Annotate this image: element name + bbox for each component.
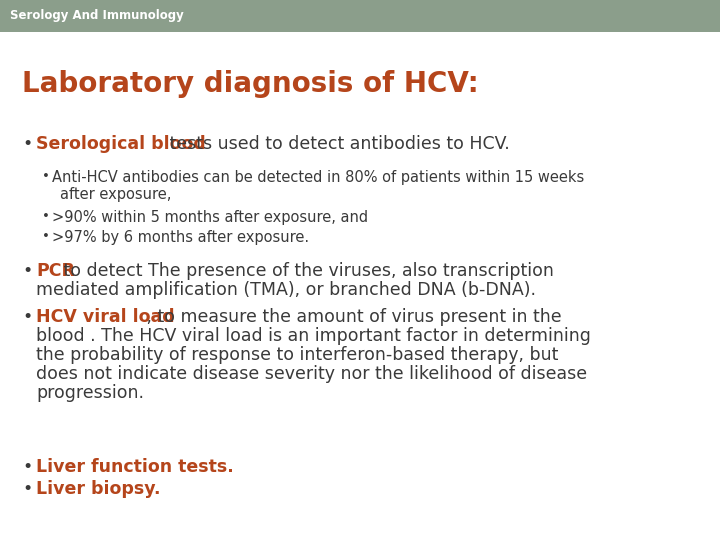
Text: •: • <box>22 308 32 326</box>
Text: •: • <box>42 230 50 243</box>
Text: HCV viral load: HCV viral load <box>36 308 175 326</box>
Text: mediated amplification (TMA), or branched DNA (b-DNA).: mediated amplification (TMA), or branche… <box>36 281 536 299</box>
Text: >90% within 5 months after exposure, and: >90% within 5 months after exposure, and <box>52 210 368 225</box>
Text: Liver biopsy.: Liver biopsy. <box>36 480 161 498</box>
Text: >97% by 6 months after exposure.: >97% by 6 months after exposure. <box>52 230 309 245</box>
Text: after exposure,: after exposure, <box>60 187 171 202</box>
Bar <box>0 0 720 32</box>
Text: does not indicate disease severity nor the likelihood of disease: does not indicate disease severity nor t… <box>36 365 587 383</box>
Text: progression.: progression. <box>36 384 144 402</box>
Text: •: • <box>42 210 50 223</box>
Text: •: • <box>22 262 32 280</box>
Text: blood . The HCV viral load is an important factor in determining: blood . The HCV viral load is an importa… <box>36 327 591 345</box>
Text: tests used to detect antibodies to HCV.: tests used to detect antibodies to HCV. <box>163 135 509 153</box>
Text: •: • <box>42 170 50 183</box>
Text: Liver function tests.: Liver function tests. <box>36 458 234 476</box>
Text: PCR: PCR <box>36 262 75 280</box>
Text: Anti-HCV antibodies can be detected in 80% of patients within 15 weeks: Anti-HCV antibodies can be detected in 8… <box>52 170 584 185</box>
Text: •: • <box>22 458 32 476</box>
Text: Laboratory diagnosis of HCV:: Laboratory diagnosis of HCV: <box>22 70 479 98</box>
Text: to detect The presence of the viruses, also transcription: to detect The presence of the viruses, a… <box>58 262 554 280</box>
Text: , to measure the amount of virus present in the: , to measure the amount of virus present… <box>141 308 562 326</box>
Text: •: • <box>22 135 32 153</box>
Text: the probability of response to interferon-based therapy, but: the probability of response to interfero… <box>36 346 559 364</box>
Text: •: • <box>22 480 32 498</box>
Text: Serological blood: Serological blood <box>36 135 206 153</box>
Text: Serology And Immunology: Serology And Immunology <box>10 10 184 23</box>
